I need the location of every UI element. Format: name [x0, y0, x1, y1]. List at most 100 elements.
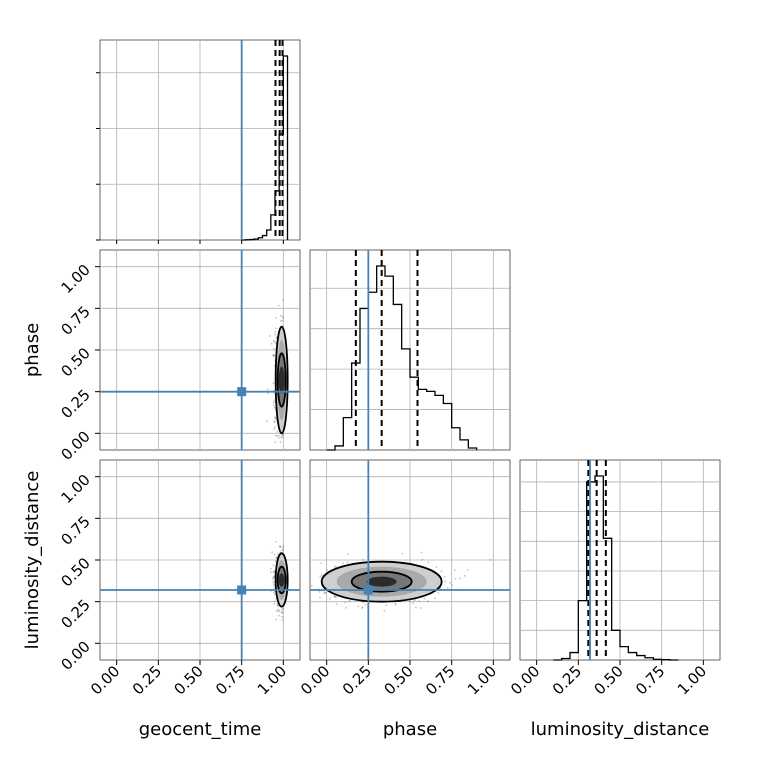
sample-point — [272, 404, 275, 406]
x-tick-label-phase: 1.00 — [464, 662, 500, 698]
sample-point — [346, 553, 349, 556]
y-tick-label-luminosity_distance: 0.00 — [57, 637, 93, 673]
data-layer — [100, 40, 679, 661]
sample-point — [276, 604, 279, 607]
sample-point — [273, 603, 276, 605]
sample-point — [427, 561, 430, 564]
sample-point — [274, 426, 276, 428]
sample-point — [282, 545, 285, 547]
sample-point — [444, 580, 447, 583]
y-tick-label-luminosity_distance: 0.25 — [57, 596, 93, 632]
contour-line — [274, 325, 289, 435]
sample-point — [401, 552, 404, 555]
sample-point — [273, 600, 276, 603]
sample-point — [272, 348, 275, 350]
y-tick-label-phase: 0.25 — [57, 386, 93, 422]
sample-point — [279, 441, 282, 444]
sample-point — [282, 547, 284, 549]
sample-point — [421, 558, 424, 561]
sample-point — [275, 618, 277, 621]
sample-point — [344, 601, 347, 604]
sample-point — [274, 593, 276, 595]
sample-point — [266, 388, 269, 391]
sample-point — [325, 591, 327, 594]
sample-point — [273, 421, 276, 423]
sample-point — [437, 592, 440, 594]
sample-point — [334, 596, 337, 598]
contour-line — [274, 552, 289, 608]
sample-point — [275, 610, 278, 612]
sample-point — [319, 575, 322, 578]
sample-point — [272, 564, 275, 567]
density-fill — [366, 576, 397, 587]
sample-point — [281, 434, 284, 437]
sample-point — [454, 577, 457, 580]
y-tick-label-luminosity_distance: 1.00 — [57, 471, 93, 507]
sample-point — [279, 315, 282, 317]
sample-point — [318, 590, 321, 593]
y-tick-label-luminosity_distance: 0.75 — [57, 512, 93, 548]
x-tick-label-geocent_time: 0.75 — [212, 662, 248, 698]
sample-point — [273, 399, 276, 401]
sample-point — [320, 562, 323, 564]
sample-point — [278, 434, 281, 437]
sample-point — [273, 591, 275, 594]
sample-point — [273, 576, 276, 579]
sample-point — [426, 600, 429, 602]
sample-point — [273, 355, 275, 357]
contour-line — [276, 352, 287, 408]
sample-point — [272, 578, 274, 580]
density-fill — [278, 366, 285, 394]
sample-point — [451, 584, 453, 586]
sample-point — [277, 553, 279, 555]
sample-point — [274, 333, 277, 336]
sample-point — [274, 560, 277, 562]
sample-point — [275, 557, 278, 559]
sample-point — [419, 607, 422, 609]
sample-point — [323, 591, 326, 593]
sample-point — [277, 609, 280, 612]
x-tick-label-phase: 0.00 — [297, 662, 333, 698]
sample-point — [412, 602, 414, 605]
x-tick-label-luminosity_distance: 0.25 — [549, 662, 585, 698]
sample-point — [278, 304, 280, 307]
sample-point — [333, 595, 336, 597]
sample-point — [345, 606, 347, 609]
sample-point — [385, 604, 388, 606]
x-tick-label-luminosity_distance: 0.75 — [632, 662, 668, 698]
sample-point — [329, 598, 331, 600]
x-axis-label-phase: phase — [383, 719, 437, 740]
sample-point — [281, 299, 284, 301]
sample-point — [273, 420, 276, 423]
sample-point — [276, 430, 279, 433]
sample-point — [364, 603, 367, 606]
x-axis-label-geocent_time: geocent_time — [139, 719, 262, 740]
sample-point — [282, 549, 285, 551]
sample-point — [281, 608, 283, 611]
sample-point — [280, 610, 283, 613]
sample-point — [342, 562, 344, 565]
sample-point — [423, 597, 426, 600]
x-tick-label-luminosity_distance: 0.00 — [507, 662, 543, 698]
sample-point — [272, 581, 274, 584]
sample-point — [273, 354, 275, 357]
sample-point — [282, 317, 285, 319]
sample-point — [489, 559, 492, 561]
sample-point — [281, 611, 284, 614]
sample-point — [273, 406, 276, 409]
x-tick-label-phase: 0.75 — [422, 662, 458, 698]
sample-point — [281, 549, 284, 552]
sample-point — [453, 569, 456, 571]
y-axis-label-phase: phase — [22, 323, 43, 377]
sample-point — [271, 551, 273, 554]
sample-point — [435, 566, 438, 569]
sample-point — [463, 574, 466, 577]
sample-point — [273, 428, 276, 431]
sample-point — [446, 586, 449, 589]
x-tick-label-luminosity_distance: 0.50 — [590, 662, 626, 698]
sample-point — [275, 316, 278, 319]
y-tick-label-luminosity_distance: 0.50 — [57, 554, 93, 590]
sample-point — [272, 571, 275, 573]
contour-line — [320, 560, 443, 603]
truth-marker — [237, 585, 247, 595]
